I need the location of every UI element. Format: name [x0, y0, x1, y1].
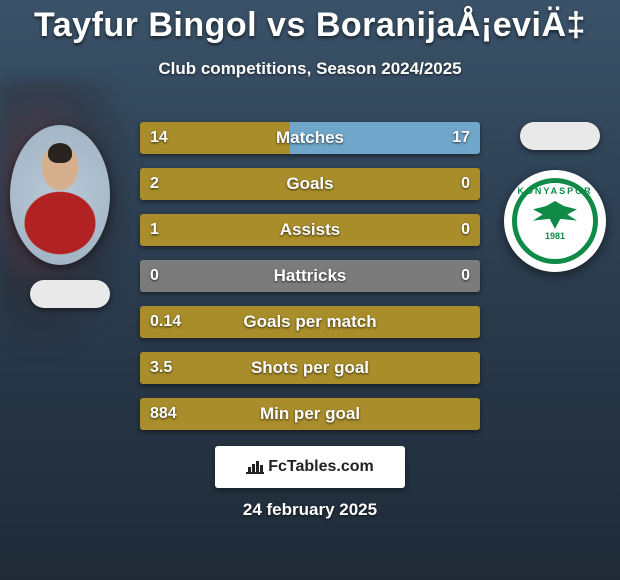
page-subtitle: Club competitions, Season 2024/2025	[0, 59, 620, 79]
stat-row: Hattricks0 0	[140, 260, 480, 292]
stat-label: Min per goal	[140, 398, 480, 430]
stat-value-right: 17	[452, 122, 470, 154]
stat-label: Shots per goal	[140, 352, 480, 384]
club-badge-year: 1981	[545, 231, 565, 241]
stat-value-left: 14	[150, 122, 168, 154]
player-right-avatar	[520, 122, 600, 150]
brand-text: FcTables.com	[268, 458, 374, 476]
page-title: Tayfur Bingol vs BoranijaÅ¡eviÄ‡	[0, 0, 620, 45]
stat-row: Goals2 0	[140, 168, 480, 200]
club-badge-eagle-icon	[533, 201, 577, 229]
stat-row: Goals per match0.14	[140, 306, 480, 338]
stat-row: Shots per goal3.5	[140, 352, 480, 384]
club-badge-ring: KONYASPOR 1981	[512, 178, 598, 264]
stat-value-left: 0.14	[150, 306, 181, 338]
player-left-avatar	[10, 125, 110, 265]
stat-row: Matches14 17	[140, 122, 480, 154]
date-label: 24 february 2025	[0, 500, 620, 520]
stat-value-left: 884	[150, 398, 177, 430]
stats-panel: Matches1417Goals20Assists10Hattricks00Go…	[140, 122, 480, 444]
stat-value-right: 0	[461, 214, 470, 246]
stat-label: Goals	[140, 168, 480, 200]
stat-row: Min per goal884	[140, 398, 480, 430]
player-left-club-badge	[30, 280, 110, 308]
club-badge-name: KONYASPOR	[517, 186, 592, 196]
stat-value-left: 1	[150, 214, 159, 246]
player-right-club-badge: KONYASPOR 1981	[504, 170, 606, 272]
stat-value-left: 0	[150, 260, 159, 292]
brand-chart-icon	[246, 460, 264, 474]
stat-label: Goals per match	[140, 306, 480, 338]
brand-box: FcTables.com	[215, 446, 405, 488]
comparison-card: Tayfur Bingol vs BoranijaÅ¡eviÄ‡ Club co…	[0, 0, 620, 580]
stat-row: Assists1 0	[140, 214, 480, 246]
stat-label: Hattricks	[140, 260, 480, 292]
stat-value-right: 0	[461, 168, 470, 200]
stat-label: Matches	[140, 122, 480, 154]
brand-label: FcTables.com	[246, 458, 374, 476]
stat-value-right: 0	[461, 260, 470, 292]
stat-value-left: 2	[150, 168, 159, 200]
stat-label: Assists	[140, 214, 480, 246]
stat-value-left: 3.5	[150, 352, 172, 384]
